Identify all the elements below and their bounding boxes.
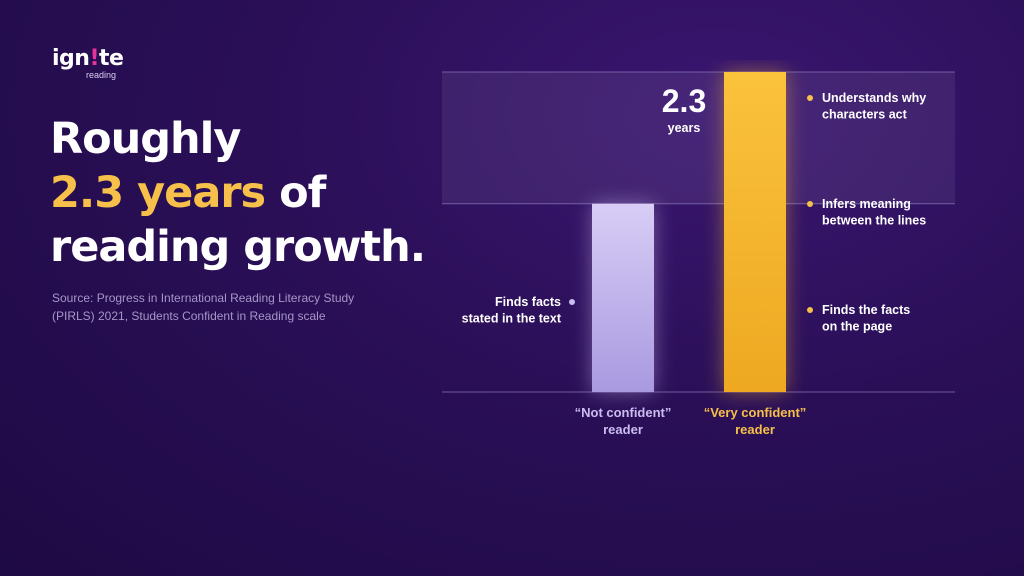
- headline-line-1: Roughly: [50, 114, 241, 164]
- level-dot-1: [569, 299, 575, 305]
- level-label-1-line-1: Finds facts: [495, 295, 561, 309]
- category-label-1-line-2: reader: [603, 422, 643, 437]
- level-dot-3: [807, 201, 813, 207]
- ignite-reading-logo: ign!te reading: [52, 46, 124, 81]
- bar-2: [724, 72, 786, 392]
- logo-part-dot: !: [89, 46, 99, 71]
- category-label-2-line-2: reader: [735, 422, 775, 437]
- headline-line-3: reading growth.: [50, 222, 426, 272]
- growth-band: [442, 72, 955, 204]
- headline-accent: 2.3 years: [50, 168, 266, 218]
- headline-line-2: 2.3 years of: [50, 166, 425, 220]
- bar-1: [592, 203, 654, 392]
- level-label-2-line-1: Finds the facts: [822, 303, 910, 317]
- logo-part-a: ign: [52, 46, 90, 71]
- logo-wordmark: ign!te: [52, 46, 124, 71]
- level-label-4-line-1: Understands why: [822, 91, 926, 105]
- level-dot-4: [807, 95, 813, 101]
- headline: Roughly 2.3 years of reading growth.: [50, 112, 426, 274]
- logo-subtitle: reading: [86, 70, 117, 80]
- level-dot-2: [807, 307, 813, 313]
- category-label-1-line-1: “Not confident”: [575, 405, 672, 420]
- difference-value: 2.3: [662, 83, 706, 119]
- source-citation: Source: Progress in International Readin…: [52, 291, 355, 323]
- difference-unit: years: [668, 121, 701, 135]
- level-label-4-line-2: characters act: [822, 108, 908, 122]
- logo-part-b: te: [99, 46, 124, 71]
- reading-growth-chart: “Not confident” reader “Very confident” rea…: [442, 71, 955, 437]
- level-label-1-line-2: stated in the text: [462, 312, 562, 326]
- level-label-3-line-2: between the lines: [822, 214, 926, 228]
- category-label-2-line-1: “Very confident”: [704, 405, 807, 420]
- level-label-3-line-1: Infers meaning: [822, 197, 911, 211]
- headline-line-2-rest: of: [265, 168, 326, 218]
- level-label-2-line-2: on the page: [822, 320, 892, 334]
